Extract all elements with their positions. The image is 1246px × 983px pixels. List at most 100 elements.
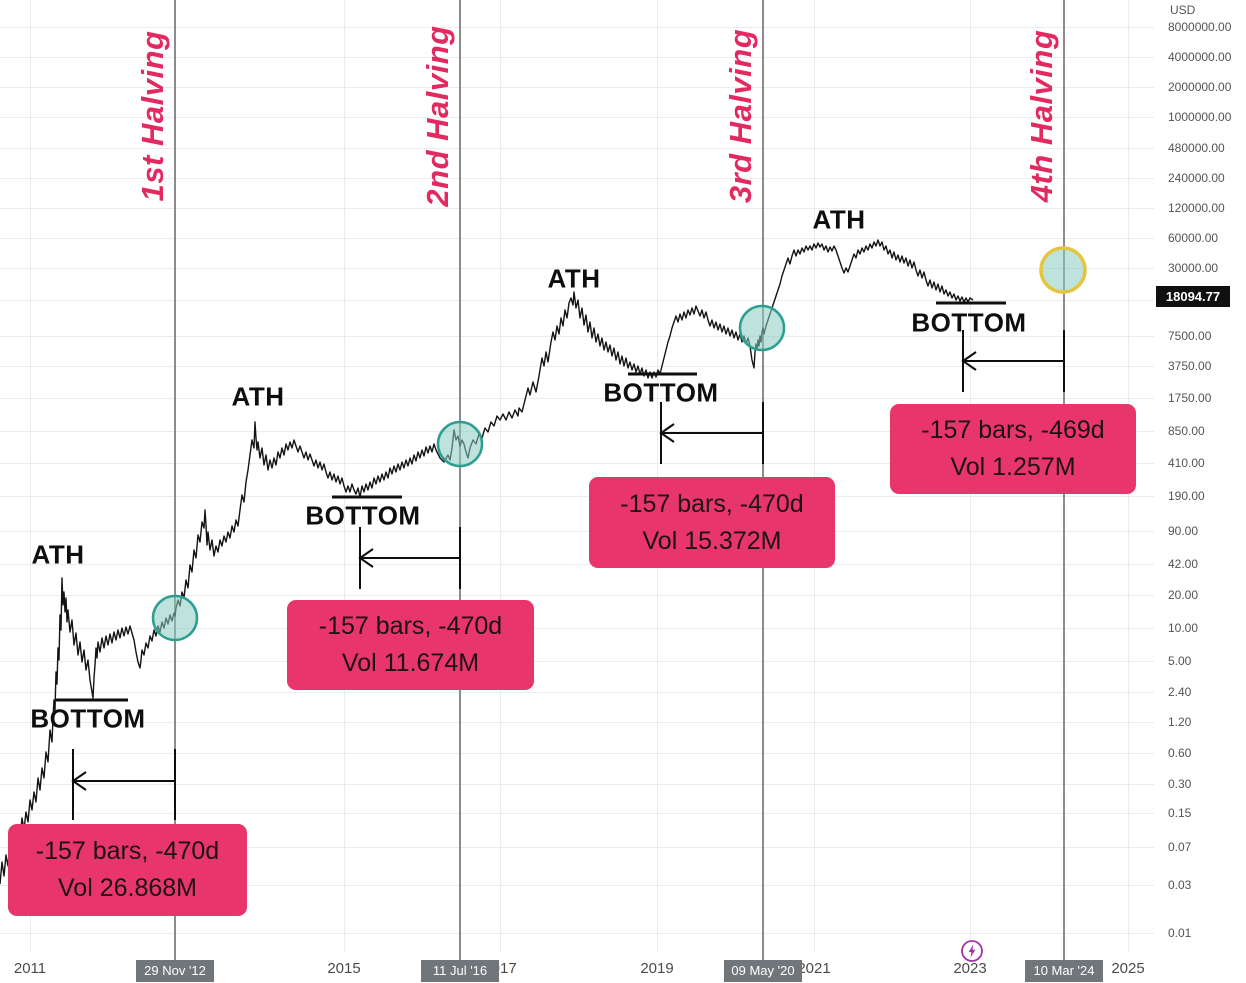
x-axis-year-label: 2023 [953, 960, 987, 977]
h-gridline [0, 398, 1154, 399]
y-axis-tick-label: 850.00 [1168, 424, 1205, 438]
measure-arrowhead [71, 771, 87, 791]
x-axis-year-label: 2011 [13, 960, 47, 977]
y-axis-tick-label: 42.00 [1168, 557, 1199, 571]
v-gridline [814, 0, 815, 953]
h-gridline [0, 628, 1154, 629]
measure-arrow[interactable] [659, 402, 764, 464]
measure-box-bars-days: -157 bars, -470d [620, 489, 804, 518]
h-gridline [0, 496, 1154, 497]
y-axis-tick-label: 8000000.00 [1168, 20, 1232, 34]
y-axis-tick-label: 30000.00 [1168, 261, 1219, 275]
h-gridline [0, 784, 1154, 785]
measure-box-bars-days: -157 bars, -470d [318, 612, 503, 640]
h-gridline [0, 692, 1154, 693]
y-axis-tick-label: 1.20 [1168, 715, 1192, 729]
h-gridline [0, 813, 1154, 814]
halving-line[interactable] [459, 0, 461, 961]
h-gridline [0, 661, 1154, 662]
y-axis-unit-label: USD [1170, 3, 1196, 17]
y-axis-tick-label: 3750.00 [1168, 359, 1212, 373]
measure-stat-box[interactable]: -157 bars, -469d Vol 1.257M [890, 404, 1136, 494]
y-axis-tick-label: 1750.00 [1168, 391, 1212, 405]
h-gridline [0, 431, 1154, 432]
halving-date-label: 29 Nov '12 [136, 960, 214, 982]
x-axis-year-label: 2021 [797, 960, 831, 977]
measure-box-bars-days: -157 bars, -469d [921, 416, 1105, 444]
h-gridline [0, 27, 1154, 28]
measure-arrow[interactable] [358, 527, 461, 589]
v-gridline [30, 0, 31, 953]
y-axis-tick-label: 7500.00 [1168, 329, 1212, 343]
y-axis-tick-label: 5.00 [1168, 654, 1192, 668]
measure-stat-box[interactable]: -157 bars, -470d Vol 11.674M [287, 600, 534, 690]
h-gridline [0, 208, 1154, 209]
h-gridline [0, 238, 1154, 239]
y-axis-tick-label: 0.30 [1168, 777, 1192, 791]
y-axis-tick-label: 120000.00 [1168, 201, 1225, 215]
projected-halving-circle[interactable] [1039, 246, 1087, 294]
y-axis-tick-label: 0.01 [1168, 926, 1192, 940]
v-gridline [344, 0, 345, 953]
x-axis-year-label: 2019 [640, 960, 674, 977]
h-gridline [0, 531, 1154, 532]
ath-label[interactable]: ATH [231, 381, 285, 412]
measure-box-volume: Vol 1.257M [950, 453, 1076, 481]
h-gridline [0, 268, 1154, 269]
h-gridline [0, 300, 1154, 301]
measure-arrow[interactable] [71, 749, 176, 820]
bottom-label[interactable]: BOTTOM [911, 307, 1027, 338]
y-axis-tick-label: 2000000.00 [1168, 80, 1232, 94]
h-gridline [0, 722, 1154, 723]
y-axis-tick-label: 10.00 [1168, 621, 1199, 635]
y-axis-tick-label: 4000000.00 [1168, 50, 1232, 64]
h-gridline [0, 336, 1154, 337]
y-axis-tick-label: 90.00 [1168, 524, 1199, 538]
h-gridline [0, 753, 1154, 754]
halving-circle[interactable] [151, 594, 199, 642]
y-axis-tick-label: 0.60 [1168, 746, 1192, 760]
lightning-bolt-glyph [968, 944, 976, 958]
halving-date-label: 10 Mar '24 [1025, 960, 1103, 982]
bottom-label[interactable]: BOTTOM [305, 500, 421, 531]
halving-circle[interactable] [436, 420, 484, 468]
ath-label[interactable]: ATH [547, 263, 601, 294]
h-gridline [0, 933, 1154, 934]
h-gridline [0, 87, 1154, 88]
y-axis-tick-label: 240000.00 [1168, 171, 1225, 185]
measure-stat-box[interactable]: -157 bars, -470d Vol 26.868M [8, 824, 247, 916]
halving-line[interactable] [174, 0, 176, 961]
y-axis-tick-label: 190.00 [1168, 489, 1205, 503]
y-axis-tick-label: 20.00 [1168, 588, 1199, 602]
measure-box-volume: Vol 11.674M [341, 649, 480, 677]
v-gridline [500, 0, 501, 953]
h-gridline [0, 178, 1154, 179]
h-gridline [0, 847, 1154, 848]
h-gridline [0, 885, 1154, 886]
halving-circle[interactable] [738, 304, 786, 352]
measure-box-volume: Vol 26.868M [58, 874, 197, 902]
ath-label[interactable]: ATH [812, 204, 866, 235]
bottom-label[interactable]: BOTTOM [30, 703, 146, 734]
measure-arrowhead [961, 351, 977, 371]
y-axis-tick-label: 0.15 [1168, 806, 1192, 820]
y-axis-tick-label: 0.03 [1168, 878, 1192, 892]
measure-arrow[interactable] [961, 330, 1065, 392]
h-gridline [0, 57, 1154, 58]
v-gridline [657, 0, 658, 953]
lightning-event-icon[interactable] [960, 939, 984, 963]
h-gridline [0, 117, 1154, 118]
halving-date-label: 11 Jul '16 [421, 960, 499, 982]
x-axis-year-label: 2015 [327, 960, 361, 977]
bottom-label[interactable]: BOTTOM [603, 377, 719, 408]
measure-box-volume: Vol 15.372M [642, 526, 782, 555]
h-gridline [0, 595, 1154, 596]
y-axis-tick-label: 2.40 [1168, 685, 1192, 699]
y-axis-tick-label: 480000.00 [1168, 141, 1225, 155]
ath-label[interactable]: ATH [31, 539, 85, 570]
measure-stat-box[interactable]: -157 bars, -470d Vol 15.372M [589, 477, 835, 568]
measure-arrowhead [659, 423, 675, 443]
halving-title-label: 3rd Halving [723, 28, 758, 204]
